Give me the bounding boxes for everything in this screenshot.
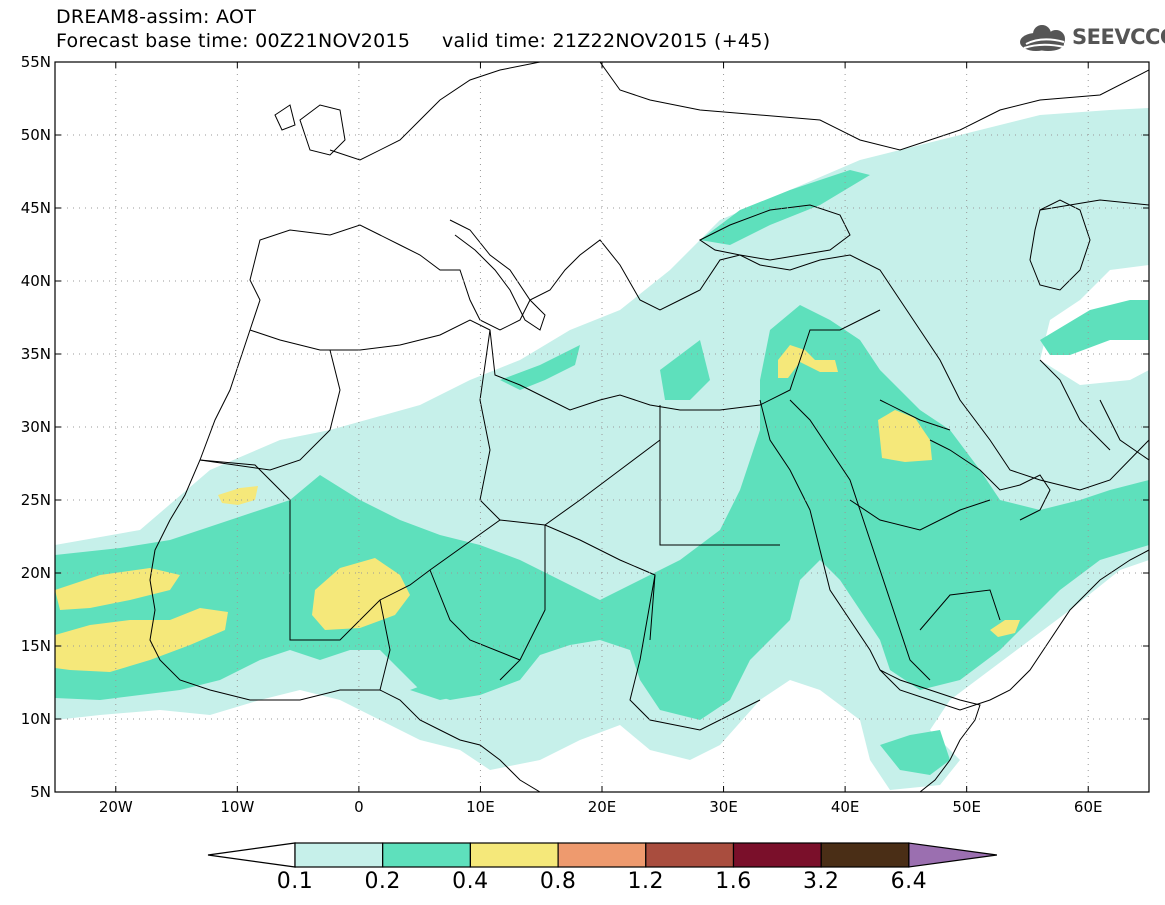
map-title: DREAM8-assim: AOT	[56, 6, 257, 28]
aot-contours	[55, 108, 1149, 790]
lat-tick-label: 45N	[21, 199, 51, 217]
aot-band-0.4-0.8	[55, 345, 1020, 672]
coastlines	[149, 62, 1149, 792]
lon-tick-label: 60E	[1074, 798, 1103, 816]
lon-tick-label: 20W	[99, 798, 133, 816]
colorbar-swatch	[557, 842, 647, 868]
lat-tick-label: 30N	[21, 418, 51, 436]
forecast-time-line: Forecast base time: 00Z21NOV2015 valid t…	[56, 30, 771, 52]
colorbar-level-label: 3.2	[802, 869, 840, 894]
colorbar-level-label: 6.4	[890, 869, 928, 894]
colorbar-level-label: 1.6	[715, 869, 752, 894]
colorbar-level-label: 0.1	[276, 869, 314, 894]
lon-tick-label: 0	[354, 798, 364, 816]
colorbar-level-label: 0.8	[539, 869, 577, 894]
lat-tick-label: 10N	[21, 710, 51, 728]
colorbar-swatch	[382, 842, 472, 868]
colorbar	[207, 842, 997, 868]
logo-text: SEEVCCC	[1072, 25, 1165, 49]
lat-tick-label: 55N	[21, 53, 51, 71]
grid-lines	[55, 62, 1149, 792]
colorbar-level-label: 0.2	[364, 869, 401, 894]
colorbar-swatch	[732, 842, 822, 868]
colorbar-level-label: 1.2	[627, 869, 665, 894]
colorbar-level-label: 0.4	[452, 869, 489, 894]
lon-tick-label: 10W	[220, 798, 254, 816]
lat-tick-label: 5N	[30, 783, 51, 801]
lat-tick-label: 50N	[21, 126, 51, 144]
colorbar-over-arrow	[908, 842, 997, 868]
colorbar-swatch	[469, 842, 559, 868]
longitude-axis: 20W 10W 0 10E 20E 30E 40E 50E 60E	[99, 62, 1103, 816]
lat-tick-label: 40N	[21, 272, 51, 290]
lat-tick-label: 25N	[21, 491, 51, 509]
cloud-logo-icon	[1020, 25, 1065, 51]
lon-tick-label: 40E	[831, 798, 860, 816]
lon-tick-label: 20E	[588, 798, 617, 816]
latitude-axis: 55N 50N 45N 40N 35N 30N 25N 20N 15N 10N 5N	[21, 53, 1149, 801]
lat-tick-label: 35N	[21, 345, 51, 363]
lon-tick-label: 50E	[952, 798, 981, 816]
lon-tick-label: 10E	[466, 798, 495, 816]
colorbar-swatch	[294, 842, 384, 868]
colorbar-swatch	[820, 842, 910, 868]
colorbar-under-arrow	[207, 842, 296, 868]
colorbar-swatch	[645, 842, 735, 868]
lon-tick-label: 30E	[709, 798, 738, 816]
lat-tick-label: 20N	[21, 564, 51, 582]
lat-tick-label: 15N	[21, 637, 51, 655]
